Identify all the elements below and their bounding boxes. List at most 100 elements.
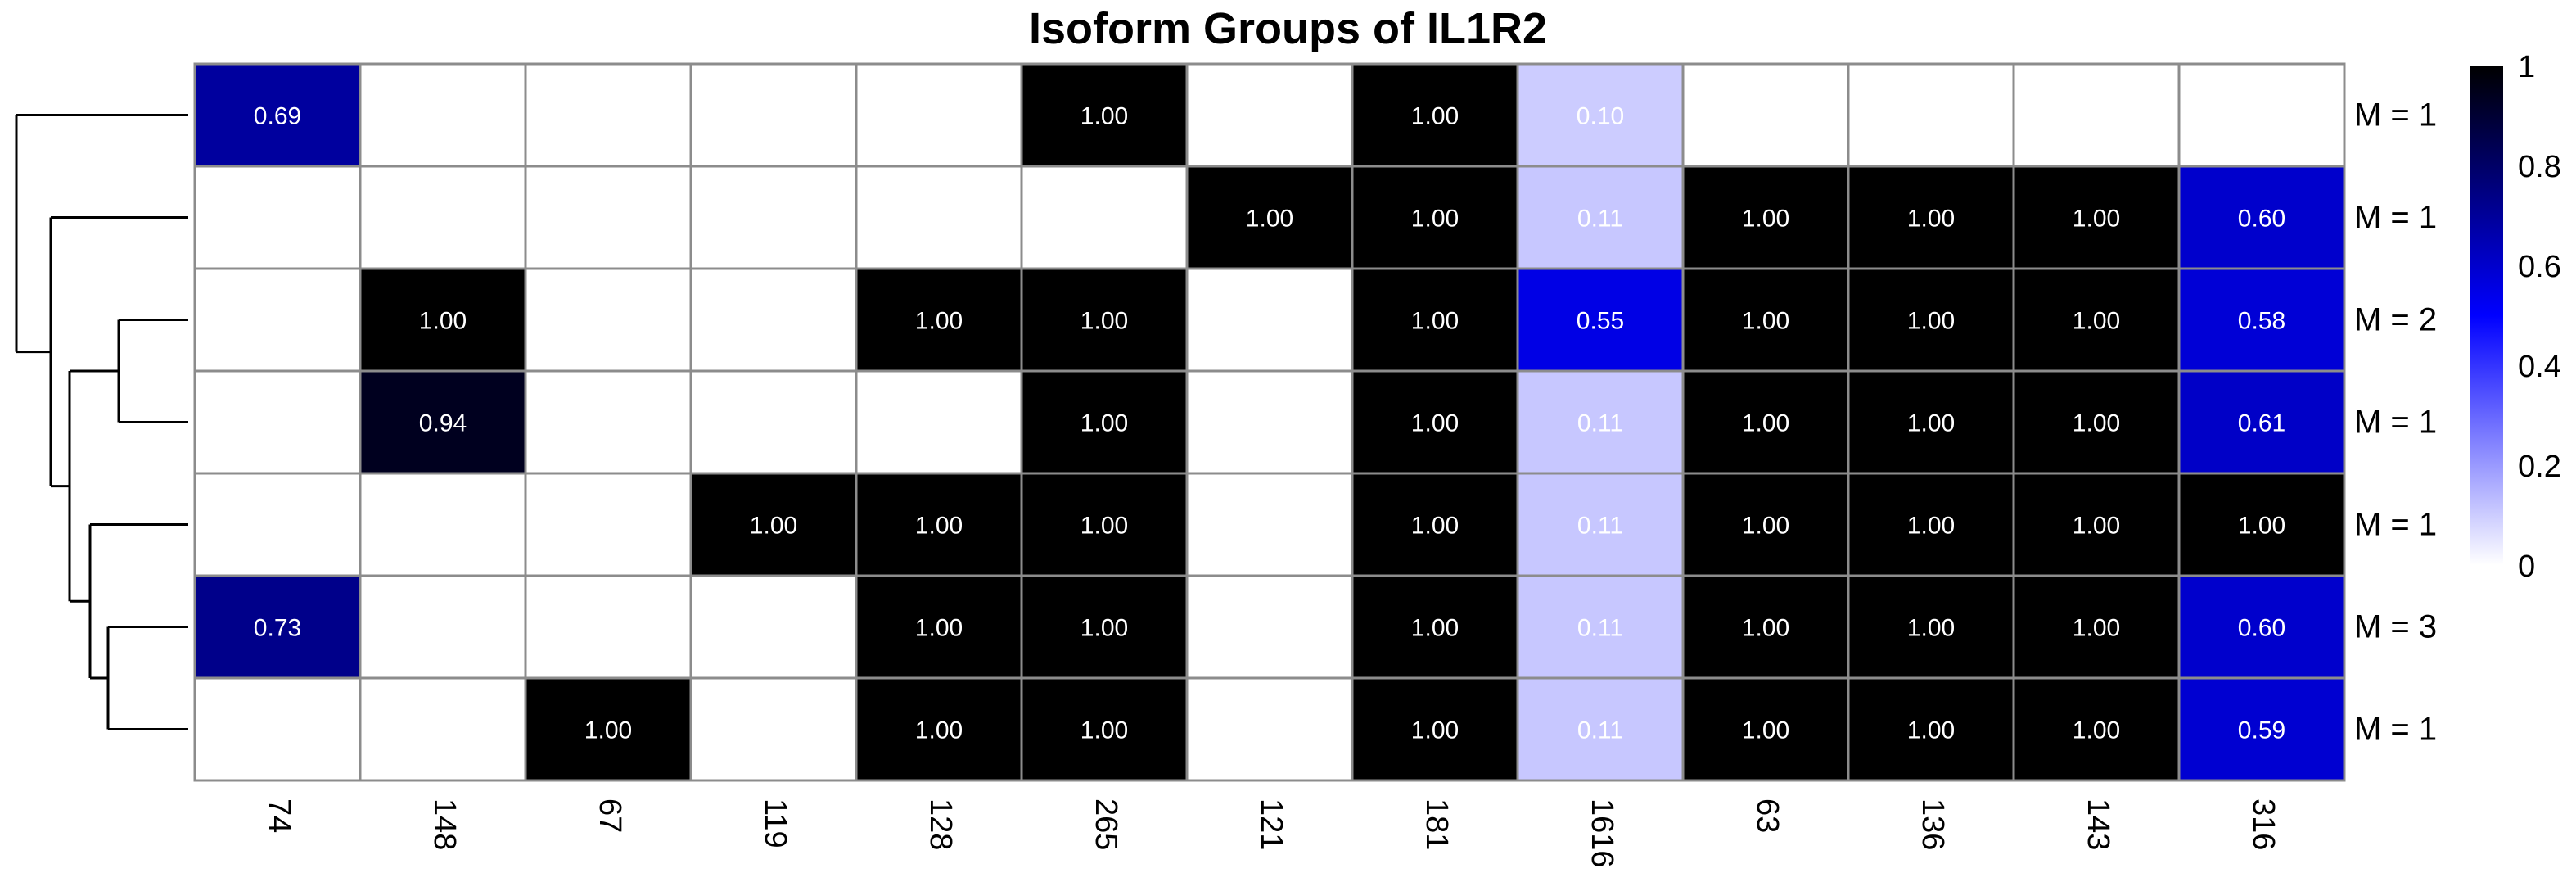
- legend-tick-label: 0: [2518, 550, 2535, 584]
- row-labels: M = 1 M = 1 M = 2 M = 1 M = 1 M = 3 M = 1: [2354, 97, 2437, 748]
- cell-value-label: 1.00: [1080, 103, 1128, 130]
- cell-value-label: 1.00: [2073, 513, 2120, 540]
- chart-title: Isoform Groups of IL1R2: [1028, 4, 1548, 53]
- heatmap-cell: [1351, 676, 1519, 782]
- cell-value-label: 0.60: [2238, 615, 2285, 642]
- row-label: M = 1: [2354, 405, 2437, 441]
- heatmap-cell: [1020, 574, 1189, 680]
- heatmap-cell: [2177, 165, 2346, 270]
- heatmap-cell: [1185, 574, 1354, 680]
- cell-value-label: 1.00: [1411, 410, 1459, 437]
- cell-value-label: 1.00: [2073, 308, 2120, 335]
- heatmap-cell: [2177, 62, 2346, 168]
- heatmap-cell: [193, 267, 362, 373]
- heatmap-cell: [1185, 472, 1354, 577]
- heatmap-cells: 0.69 1.00 1.00 0.10 1.00 1.00 0.11 1.00 1.00 1.00…: [193, 62, 2346, 782]
- legend-tick-label: 0.4: [2518, 350, 2561, 384]
- heatmap-cell: [2177, 267, 2346, 373]
- heatmap-cell: [1020, 165, 1189, 270]
- cell-value-label: 1.00: [915, 717, 963, 744]
- column-label: 74: [262, 798, 296, 833]
- cell-value-label: 1.00: [1246, 206, 1293, 233]
- heatmap-cell: [2177, 574, 2346, 680]
- cell-value-label: 1.00: [1742, 717, 1789, 744]
- cell-value-label: 0.11: [1577, 410, 1623, 437]
- cell-value-label: 1.00: [915, 615, 963, 642]
- heatmap-cell: [1185, 676, 1354, 782]
- heatmap-cell: [1185, 369, 1354, 475]
- heatmap-cell: [193, 369, 362, 475]
- cell-value-label: 1.00: [1742, 206, 1789, 233]
- heatmap-cell: [524, 62, 692, 168]
- heatmap-cell: [855, 62, 1023, 168]
- heatmap-cell: [2012, 574, 2181, 680]
- cell-value-label: 1.00: [1080, 410, 1128, 437]
- cell-value-label: 1.00: [1907, 308, 1955, 335]
- cell-value-label: 1.00: [419, 308, 467, 335]
- heatmap-cell: [1185, 165, 1354, 270]
- cell-value-label: 1.00: [584, 717, 632, 744]
- color-legend: 0 0.2 0.4 0.6 0.8 1: [2470, 50, 2561, 584]
- column-label: 181: [1419, 798, 1454, 850]
- legend-tick-label: 0.2: [2518, 450, 2561, 484]
- cell-value-label: 1.00: [750, 513, 797, 540]
- column-label: 63: [1750, 798, 1784, 833]
- row-label: M = 1: [2354, 200, 2437, 236]
- column-label: 121: [1254, 798, 1288, 850]
- heatmap-cell: [1847, 369, 2015, 475]
- heatmap-cell: [193, 472, 362, 577]
- heatmap-cell: [1351, 267, 1519, 373]
- heatmap-cell: [524, 165, 692, 270]
- column-label: 265: [1089, 798, 1123, 850]
- heatmap-cell: [855, 165, 1023, 270]
- legend-color-bar: [2470, 66, 2503, 565]
- heatmap-cell: [1681, 267, 1850, 373]
- cell-value-label: 1.00: [2073, 717, 2120, 744]
- heatmap-cell: [689, 574, 858, 680]
- heatmap-cell: [855, 472, 1023, 577]
- heatmap-cell: [2177, 472, 2346, 577]
- cell-value-label: 1.00: [1080, 513, 1128, 540]
- cell-value-label: 0.55: [1577, 308, 1624, 335]
- cell-value-label: 1.00: [2073, 410, 2120, 437]
- heatmap-cell: [359, 165, 527, 270]
- cell-value-label: 0.60: [2238, 206, 2285, 233]
- heatmap-cell: [689, 369, 858, 475]
- column-labels: 74 148 67 119 128 265 121 181 1616 63 136 143 316: [262, 798, 2281, 868]
- heatmap-cell: [193, 165, 362, 270]
- heatmap-cell: [2177, 676, 2346, 782]
- column-label: 136: [1915, 798, 1950, 850]
- cell-value-label: 0.11: [1577, 206, 1623, 233]
- cell-value-label: 1.00: [1411, 308, 1459, 335]
- row-label: M = 3: [2354, 609, 2437, 645]
- heatmap-cell: [524, 574, 692, 680]
- cell-value-label: 1.00: [1907, 410, 1955, 437]
- cell-value-label: 1.00: [1411, 103, 1459, 130]
- heatmap-cell: [1681, 165, 1850, 270]
- cell-value-label: 1.00: [1742, 308, 1789, 335]
- heatmap-cell: [689, 267, 858, 373]
- cell-value-label: 0.11: [1577, 615, 1623, 642]
- heatmap-cell: [1847, 62, 2015, 168]
- heatmap-cell: [1847, 472, 2015, 577]
- heatmap-cell: [1681, 62, 1850, 168]
- heatmap-cell: [689, 165, 858, 270]
- heatmap-cell: [359, 676, 527, 782]
- cell-value-label: 1.00: [1907, 615, 1955, 642]
- heatmap-cell: [524, 676, 692, 782]
- cell-value-label: 0.59: [2238, 717, 2285, 744]
- heatmap-cell: [1185, 62, 1354, 168]
- row-label: M = 1: [2354, 712, 2437, 748]
- legend-tick-label: 0.8: [2518, 150, 2561, 184]
- heatmap-cell: [1351, 472, 1519, 577]
- cell-value-label: 1.00: [1080, 615, 1128, 642]
- cell-value-label: 1.00: [1411, 717, 1459, 744]
- heatmap-cell: [1351, 369, 1519, 475]
- heatmap-cell: [1351, 574, 1519, 680]
- heatmap-cell: [2012, 472, 2181, 577]
- heatmap-cell: [1847, 574, 2015, 680]
- cell-value-label: 0.61: [2238, 410, 2285, 437]
- cell-value-label: 1.00: [1907, 717, 1955, 744]
- heatmap-cell: [359, 472, 527, 577]
